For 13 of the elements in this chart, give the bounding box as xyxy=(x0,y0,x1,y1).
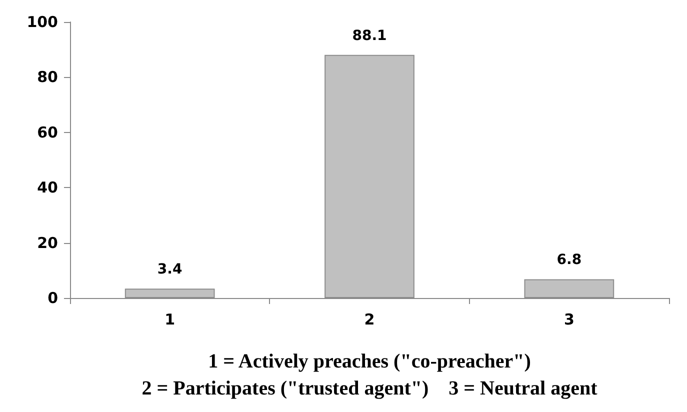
y-tick-label: 80 xyxy=(37,68,58,86)
x-tick-label: 3 xyxy=(564,310,574,328)
x-tick-label: 1 xyxy=(164,310,176,328)
y-tick-label: 40 xyxy=(37,178,58,197)
y-tick-label: 100 xyxy=(26,13,58,31)
data-label: 88.1 xyxy=(352,28,387,44)
y-tick-label: 60 xyxy=(37,123,58,142)
data-label: 6.8 xyxy=(556,252,582,268)
y-tick-label: 20 xyxy=(37,234,58,252)
x-axis-title: 1 = Actively preaches ("co-preacher") 2 = Participates ("trusted agent") 3 = Neutral agent xyxy=(142,350,598,400)
data-label: 3.4 xyxy=(157,262,182,278)
y-tick-label: 0 xyxy=(48,289,58,307)
x-tick-label: 2 xyxy=(364,310,375,328)
